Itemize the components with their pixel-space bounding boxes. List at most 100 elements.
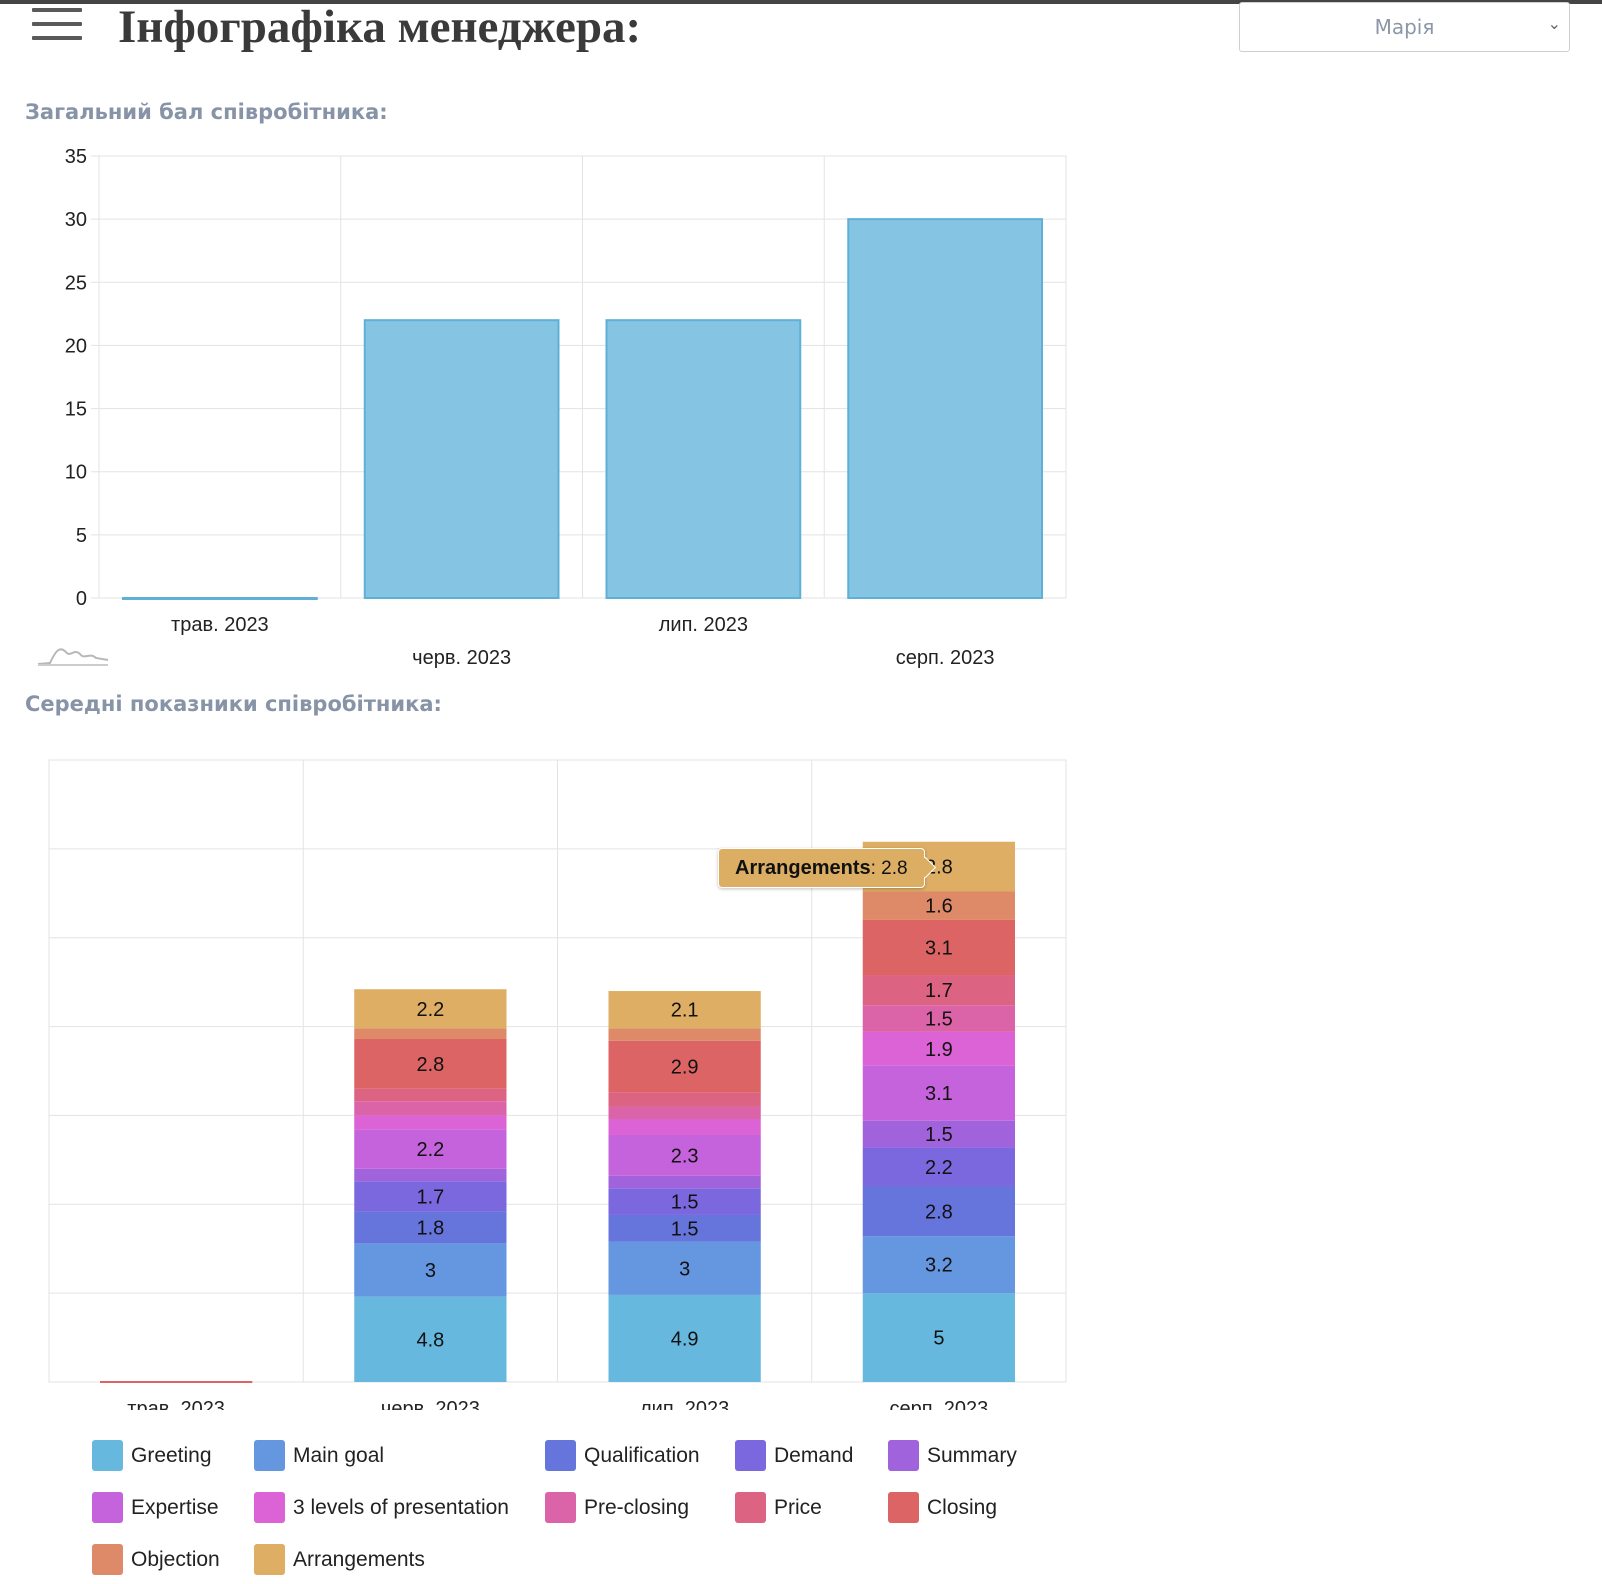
total-score-title: Загальний бал співробітника: <box>25 100 388 124</box>
stack-segment <box>608 1040 761 1093</box>
manager-select[interactable]: Марія ⌄ <box>1239 2 1570 52</box>
stack-segment <box>354 1296 507 1382</box>
legend-label: Pre-closing <box>584 1496 690 1519</box>
data-label: 3 <box>425 1260 436 1282</box>
data-label: 1.5 <box>671 1218 699 1240</box>
data-label: 1.5 <box>925 1009 953 1031</box>
y-tick-label: 35 <box>65 146 87 168</box>
bar <box>847 218 1043 600</box>
x-tick-label: лип. 2023 <box>640 1398 729 1410</box>
bar <box>605 319 802 600</box>
data-label: 4.8 <box>416 1329 444 1351</box>
stack-segment <box>354 1115 507 1130</box>
data-label: 1.5 <box>925 1124 953 1146</box>
stack-segment <box>862 891 1015 920</box>
chart-sparkline-icon <box>36 644 110 671</box>
stack-segment <box>862 1005 1015 1032</box>
data-label: 3.1 <box>925 937 953 959</box>
data-label: 2.8 <box>925 1201 953 1223</box>
chart-tooltip: Arrangements: 2.8 <box>718 848 936 888</box>
data-label: 1.8 <box>416 1217 444 1239</box>
x-tick-label: трав. 2023 <box>127 1398 225 1410</box>
x-tick-label: черв. 2023 <box>412 647 511 669</box>
stack-segment <box>862 1186 1015 1237</box>
legend-swatch <box>545 1492 576 1523</box>
stack-segment <box>354 1101 507 1116</box>
average-scores-chart: трав. 2023 4.8 3 1.8 1.7 2.2 2.8 2.2 черв. 2023 4… <box>48 759 1067 1410</box>
stack-segment <box>608 1241 761 1295</box>
data-label: 3.1 <box>925 1083 953 1105</box>
stack-segment <box>608 1134 761 1176</box>
data-label: 4.9 <box>671 1328 699 1350</box>
data-label: 1.7 <box>925 980 953 1002</box>
stack-segment <box>608 1214 761 1242</box>
tooltip-series-name: Arrangements <box>735 857 871 879</box>
page-title: Інфографіка менеджера: <box>118 1 642 53</box>
legend-swatch <box>92 1544 123 1575</box>
stack-segment <box>354 1243 507 1297</box>
stack-segment <box>608 1294 761 1382</box>
data-label: 2.3 <box>671 1145 699 1167</box>
stack-segment <box>354 1168 507 1182</box>
data-label: 1.6 <box>925 896 953 918</box>
average-scores-title: Середні показники співробітника: <box>25 692 442 716</box>
stack-segment <box>354 1028 507 1040</box>
total-score-chart: 0 5 10 15 20 25 30 35 трав. 2023 черв. 2023 лип. 2… <box>65 146 1067 669</box>
tooltip-value: : 2.8 <box>870 858 908 879</box>
y-tick-label: 15 <box>65 399 87 421</box>
top-border <box>0 0 1602 4</box>
stack-segment <box>862 1147 1015 1187</box>
stack-segment <box>354 1129 507 1169</box>
legend-swatch <box>735 1440 766 1471</box>
stack-segment <box>862 919 1015 976</box>
legend-label: Greeting <box>131 1444 212 1467</box>
x-tick-label: трав. 2023 <box>171 614 269 636</box>
chevron-down-icon: ⌄ <box>1547 16 1561 33</box>
stack-segment <box>862 1031 1015 1066</box>
data-label: 2.1 <box>671 1000 699 1022</box>
legend-label: Closing <box>927 1496 998 1519</box>
legend-swatch <box>545 1440 576 1471</box>
y-tick-label: 30 <box>65 209 87 231</box>
stack-segment <box>608 1106 761 1119</box>
data-label: 2.8 <box>416 1054 444 1076</box>
data-label: 1.5 <box>671 1192 699 1214</box>
stack-segment <box>354 1039 507 1089</box>
stack-segment <box>862 1120 1015 1148</box>
legend-label: Main goal <box>293 1444 385 1467</box>
stack-segment <box>608 991 761 1029</box>
legend-label: Summary <box>927 1444 1017 1467</box>
legend-swatch <box>254 1492 285 1523</box>
y-tick-label: 20 <box>65 335 87 357</box>
stack-segment <box>862 1236 1015 1294</box>
y-tick-label: 0 <box>76 588 87 610</box>
legend-label: Demand <box>774 1444 854 1467</box>
legend-swatch <box>92 1492 123 1523</box>
data-label: 2.2 <box>416 1139 444 1161</box>
data-label: 2.2 <box>416 999 444 1021</box>
bar <box>122 597 318 600</box>
legend-label: Expertise <box>131 1496 219 1519</box>
data-label: 1.9 <box>925 1039 953 1061</box>
data-label: 2.8 <box>925 857 953 879</box>
legend-swatch <box>254 1544 285 1575</box>
x-tick-label: лип. 2023 <box>659 614 748 636</box>
y-tick-label: 25 <box>65 272 87 294</box>
legend-swatch <box>888 1440 919 1471</box>
legend-swatch <box>254 1440 285 1471</box>
stack-segment <box>608 1175 761 1189</box>
legend-label: Qualification <box>584 1444 700 1467</box>
stack-segment <box>862 1293 1015 1382</box>
stack-segment <box>608 1118 761 1135</box>
hamburger-menu-icon[interactable] <box>32 4 84 44</box>
data-label: 2.2 <box>925 1157 953 1179</box>
data-label: 5 <box>933 1328 944 1350</box>
stack-segment <box>608 1028 761 1041</box>
data-label: 2.9 <box>671 1057 699 1079</box>
stack-segment <box>862 1065 1015 1121</box>
legend-swatch <box>735 1492 766 1523</box>
legend-label: Arrangements <box>293 1548 425 1571</box>
stack-segment <box>354 1181 507 1212</box>
data-label: 1.7 <box>416 1186 444 1208</box>
y-tick-label: 10 <box>65 462 87 484</box>
